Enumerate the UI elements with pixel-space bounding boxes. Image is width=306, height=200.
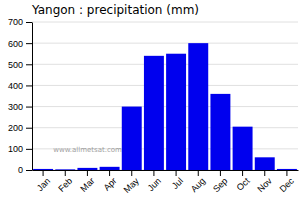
tick-mark — [153, 170, 154, 176]
bars — [33, 43, 297, 170]
tick: 300 — [8, 102, 32, 112]
tick-mark — [176, 170, 177, 176]
bar — [188, 43, 208, 170]
grid-line — [32, 127, 298, 128]
tick-mark — [26, 64, 32, 65]
bar — [122, 107, 142, 170]
bar — [255, 157, 275, 170]
tick-label: Jan — [35, 176, 52, 193]
tick-mark — [65, 170, 66, 176]
tick-mark — [264, 170, 265, 176]
tick-label: Jul — [170, 176, 185, 191]
tick-label: Dec — [278, 175, 297, 194]
tick-label: May — [122, 175, 141, 194]
tick-label: 400 — [8, 81, 23, 91]
tick-label: 700 — [8, 17, 23, 27]
title: Yangon : precipitation (mm) — [31, 3, 199, 17]
bar — [210, 94, 230, 170]
tick-mark — [26, 128, 32, 129]
tick: 700 — [8, 17, 32, 27]
tick: 600 — [8, 39, 32, 49]
annotation: www.allmetsat.com — [53, 146, 122, 154]
grid-line — [32, 43, 298, 44]
tick-label: 300 — [8, 102, 23, 112]
tick-mark — [242, 170, 243, 176]
tick-mark — [26, 85, 32, 86]
bar — [33, 169, 53, 170]
grid-line — [32, 106, 298, 107]
tick: Jan — [35, 170, 52, 193]
tick-mark — [26, 43, 32, 44]
tick-mark — [220, 170, 221, 176]
tick-label: Feb — [56, 176, 74, 194]
bar — [166, 54, 186, 170]
tick-mark — [26, 170, 32, 171]
tick: 100 — [8, 144, 32, 154]
grid — [32, 22, 298, 170]
y-axis: 0 100 200 300 400 500 600 700 — [8, 17, 33, 175]
tick-mark — [43, 170, 44, 176]
x-axis: JanFebMar AprMay Jun Jul AugSep OctNovDec — [33, 170, 299, 195]
tick-label: 0 — [18, 165, 23, 175]
tick-label: Aug — [189, 176, 207, 194]
tick: 400 — [8, 81, 32, 91]
tick: 200 — [8, 123, 32, 133]
tick: Nov — [255, 170, 274, 194]
tick-mark — [198, 170, 199, 176]
axis-line — [33, 170, 299, 171]
bar — [233, 127, 253, 170]
tick: 500 — [8, 60, 32, 70]
tick-mark — [109, 170, 110, 176]
tick: Apr — [102, 170, 119, 193]
bar — [144, 56, 164, 170]
tick-label: 600 — [8, 39, 23, 49]
tick: Jul — [170, 170, 185, 191]
tick-label: Oct — [235, 175, 252, 192]
tick: Aug — [189, 170, 207, 194]
chart: JanFebMar AprMay Jun Jul AugSep OctNovDec 0 100… — [0, 0, 306, 200]
tick-label: Sep — [211, 176, 229, 194]
tick-label: Apr — [102, 176, 119, 193]
tick: 0 — [18, 165, 32, 175]
plot: JanFebMar AprMay Jun Jul AugSep OctNovDec 0 100… — [8, 17, 299, 195]
tick-mark — [26, 149, 32, 150]
bar — [55, 169, 75, 170]
bar — [77, 168, 97, 170]
tick-mark — [87, 170, 88, 176]
tick: Mar — [78, 170, 96, 194]
tick-label: Mar — [78, 176, 96, 194]
tick-label: Jun — [146, 176, 163, 193]
tick: Sep — [211, 170, 229, 194]
tick-label: 100 — [8, 144, 23, 154]
axis-line — [32, 23, 33, 171]
grid-line — [32, 64, 298, 65]
tick: Jun — [146, 170, 163, 193]
tick: Feb — [56, 170, 74, 194]
tick-mark — [131, 170, 132, 176]
tick: Oct — [235, 170, 252, 193]
tick-mark — [286, 170, 287, 176]
tick: May — [122, 170, 141, 195]
tick-label: 500 — [8, 60, 23, 70]
grid-line — [32, 22, 298, 23]
tick: Dec — [278, 170, 297, 194]
tick-label: Nov — [255, 175, 274, 194]
bar — [100, 167, 120, 170]
tick-mark — [26, 22, 32, 23]
grid-line — [32, 85, 298, 86]
bar — [277, 169, 297, 170]
tick-mark — [26, 107, 32, 108]
tick-label: 200 — [8, 123, 23, 133]
